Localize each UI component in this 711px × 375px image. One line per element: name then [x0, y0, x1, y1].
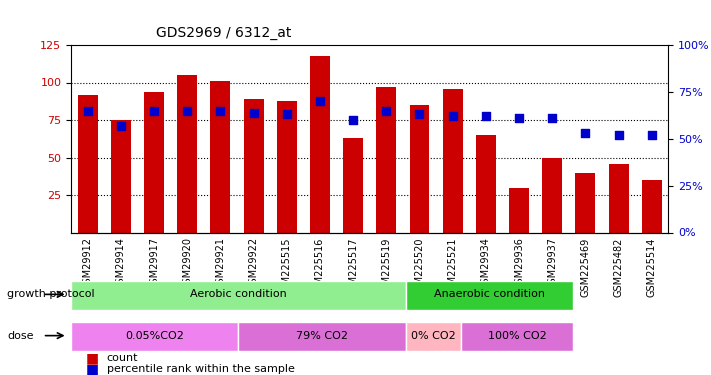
Point	[613, 132, 624, 138]
Point	[380, 108, 392, 114]
Bar	[476, 135, 496, 232]
Bar	[111, 120, 131, 232]
Point	[480, 113, 491, 119]
Bar	[77, 94, 97, 232]
Text: ■: ■	[85, 351, 98, 365]
Bar	[244, 99, 264, 232]
Text: growth protocol: growth protocol	[7, 290, 95, 299]
Bar	[277, 100, 296, 232]
Point	[215, 108, 226, 114]
Text: 79% CO2: 79% CO2	[296, 331, 348, 340]
FancyBboxPatch shape	[405, 281, 573, 310]
Text: GDS2969 / 6312_at: GDS2969 / 6312_at	[156, 26, 292, 40]
Point	[579, 130, 591, 136]
Bar	[509, 188, 529, 232]
Text: 100% CO2: 100% CO2	[488, 331, 547, 340]
Bar	[210, 81, 230, 232]
FancyBboxPatch shape	[71, 281, 405, 310]
Point	[115, 123, 127, 129]
FancyBboxPatch shape	[461, 322, 573, 351]
Text: percentile rank within the sample: percentile rank within the sample	[107, 364, 294, 374]
Point	[447, 113, 459, 119]
Point	[348, 117, 359, 123]
Point	[149, 108, 160, 114]
Point	[513, 115, 525, 121]
Bar	[410, 105, 429, 232]
Point	[646, 132, 658, 138]
Text: 0.05%CO2: 0.05%CO2	[125, 331, 184, 340]
Point	[281, 111, 292, 117]
Point	[414, 111, 425, 117]
Text: dose: dose	[7, 331, 33, 340]
Point	[314, 98, 326, 104]
Text: 0% CO2: 0% CO2	[411, 331, 456, 340]
Point	[248, 110, 260, 116]
Bar	[177, 75, 197, 232]
FancyBboxPatch shape	[405, 322, 461, 351]
Bar	[343, 138, 363, 232]
Bar	[642, 180, 662, 232]
Text: count: count	[107, 353, 138, 363]
Point	[82, 108, 93, 114]
Point	[181, 108, 193, 114]
Bar	[443, 88, 463, 232]
FancyBboxPatch shape	[71, 322, 238, 351]
FancyBboxPatch shape	[238, 322, 405, 351]
Bar	[609, 164, 629, 232]
Bar	[310, 56, 330, 232]
Bar	[542, 158, 562, 232]
Text: Anaerobic condition: Anaerobic condition	[434, 290, 545, 299]
Text: ■: ■	[85, 362, 98, 375]
Bar	[376, 87, 396, 232]
Bar	[144, 92, 164, 232]
Text: Aerobic condition: Aerobic condition	[190, 290, 287, 299]
Point	[547, 115, 558, 121]
Bar	[575, 172, 595, 232]
